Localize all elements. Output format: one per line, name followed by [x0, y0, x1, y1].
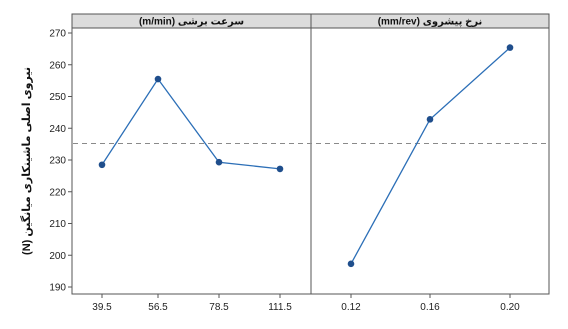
- data-point-panel-2: [347, 260, 355, 268]
- data-point-panel-1: [98, 161, 106, 169]
- y-tick-label: 230: [49, 156, 66, 167]
- data-point-panel-2: [506, 44, 514, 51]
- y-tick-label: 270: [49, 29, 66, 40]
- series-line-panel-1: [101, 77, 281, 170]
- y-tick-label: 190: [49, 283, 66, 294]
- x-tick-label: 0.16: [420, 302, 440, 313]
- data-point-panel-1: [154, 75, 162, 83]
- x-tick-label: 0.12: [341, 302, 361, 313]
- panel-header-2: [310, 13, 550, 29]
- y-tick-label: 260: [49, 60, 66, 71]
- x-tick-label: 0.20: [500, 302, 520, 313]
- data-point-panel-1: [215, 158, 223, 166]
- y-axis-label: نیروی اصلی ماشینکاری میانگین (N): [20, 67, 33, 255]
- data-point-panel-2: [426, 116, 434, 123]
- y-tick-label: 240: [49, 124, 66, 135]
- x-tick-label: 56.5: [148, 302, 168, 313]
- y-tick-label: 250: [49, 92, 66, 103]
- x-tick-label: 111.5: [268, 302, 292, 313]
- panel-title-2: نرخ پیشروی (mm/rev): [378, 17, 483, 28]
- y-tick-label: 210: [49, 219, 66, 230]
- data-point-panel-1: [276, 165, 284, 173]
- y-tick-label: 200: [49, 251, 66, 262]
- x-tick-label: 78.5: [209, 302, 229, 313]
- panel-title-1: سرعت برشی (m/min): [139, 17, 244, 28]
- y-tick-label: 220: [49, 187, 66, 198]
- x-tick-label: 39.5: [92, 302, 112, 313]
